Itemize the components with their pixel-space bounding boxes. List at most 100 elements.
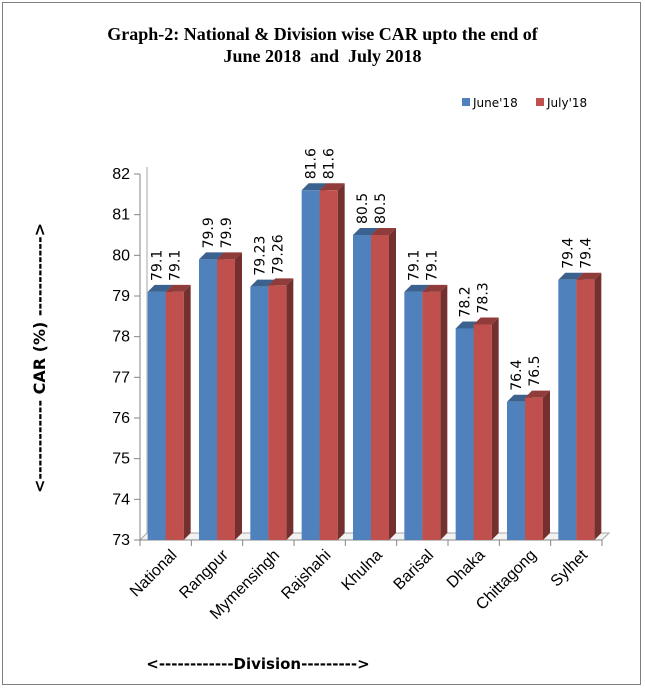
bar-side-face bbox=[286, 278, 294, 540]
bar-side-face bbox=[235, 252, 242, 540]
data-label: 79.9 bbox=[201, 217, 217, 248]
bar-front-face bbox=[319, 190, 338, 540]
bar-side-face bbox=[440, 284, 448, 540]
legend-swatch bbox=[462, 98, 470, 106]
bar-july bbox=[371, 228, 396, 540]
bar-july bbox=[165, 284, 191, 540]
chart-title-line-2: June 2018 and July 2018 bbox=[223, 46, 422, 66]
legend-item: June'18 bbox=[462, 96, 518, 110]
bar-top-face bbox=[371, 228, 396, 235]
x-tick-label: Rajshahi bbox=[278, 547, 334, 603]
bar-top-face bbox=[268, 278, 294, 286]
bar-top-face bbox=[353, 228, 378, 235]
y-tick-label: 80 bbox=[112, 247, 130, 264]
y-tick-label: 82 bbox=[112, 166, 130, 183]
bar-side-face bbox=[594, 272, 602, 540]
legend-item: July'18 bbox=[536, 96, 587, 110]
bar-july bbox=[473, 317, 499, 540]
chart-title-line-1: Graph-2: National & Division wise CAR up… bbox=[107, 24, 538, 44]
data-label: 79.9 bbox=[219, 217, 235, 248]
chart-legend: June'18 July'18 bbox=[462, 96, 587, 110]
bar-top-face bbox=[147, 284, 173, 292]
data-label: 76.4 bbox=[509, 359, 525, 390]
data-label: 79.4 bbox=[578, 237, 594, 268]
bar-front-face bbox=[371, 235, 389, 540]
bar-july bbox=[576, 272, 602, 540]
chart-title: Graph-2: National & Division wise CAR up… bbox=[3, 23, 642, 67]
bar-side-face bbox=[337, 183, 345, 540]
data-label: 79.1 bbox=[168, 250, 184, 281]
x-tick-label: National bbox=[127, 547, 181, 601]
bar-front-face bbox=[576, 279, 595, 540]
bar-front-face bbox=[404, 291, 423, 540]
bar-top-face bbox=[576, 272, 602, 280]
bar-front-face bbox=[165, 291, 184, 540]
bar-top-face bbox=[473, 317, 499, 325]
bar-front-face bbox=[301, 190, 320, 540]
y-tick-label: 74 bbox=[112, 491, 130, 508]
bar-front-face bbox=[199, 259, 217, 540]
bar-front-face bbox=[473, 324, 492, 540]
data-label: 79.23 bbox=[252, 236, 268, 276]
legend-label: July'18 bbox=[546, 96, 587, 110]
data-label: 79.4 bbox=[560, 237, 576, 268]
bar-top-face bbox=[217, 252, 242, 260]
data-label: 78.3 bbox=[476, 282, 492, 313]
bar-front-face bbox=[558, 279, 577, 540]
data-label: 79.1 bbox=[150, 250, 166, 281]
data-label: 80.5 bbox=[355, 193, 371, 224]
bar-front-face bbox=[268, 285, 287, 540]
data-label: 76.5 bbox=[527, 355, 543, 386]
y-tick-label: 79 bbox=[112, 288, 130, 305]
bar-side-face bbox=[183, 284, 191, 540]
y-axis-label: <------------ CAR (%) ------------> bbox=[30, 223, 49, 493]
x-tick-label: Dhaka bbox=[444, 547, 489, 592]
bar-front-face bbox=[147, 291, 166, 540]
data-label: 81.6 bbox=[304, 148, 320, 179]
bar-side-face bbox=[389, 228, 396, 540]
bar-front-face bbox=[250, 286, 269, 540]
bar-front-face bbox=[353, 235, 371, 540]
x-tick-label: Barisal bbox=[391, 547, 438, 594]
bar-top-face bbox=[525, 390, 550, 398]
bar-july bbox=[422, 284, 448, 540]
bar-top-face bbox=[199, 252, 224, 260]
x-tick-label: Sylhet bbox=[548, 546, 592, 590]
bar-july bbox=[525, 390, 550, 540]
bar-side-face bbox=[491, 317, 499, 540]
bar-top-face bbox=[165, 284, 191, 292]
x-axis-label: <------------Division---------> bbox=[146, 655, 369, 673]
bar-top-face bbox=[404, 284, 430, 292]
data-label: 80.5 bbox=[373, 193, 389, 224]
data-label: 79.1 bbox=[406, 250, 422, 281]
data-label: 79.26 bbox=[270, 234, 286, 274]
data-label: 81.6 bbox=[322, 148, 338, 179]
y-tick-label: 73 bbox=[112, 532, 130, 549]
y-tick-label: 77 bbox=[112, 369, 130, 386]
bar-side-face bbox=[543, 390, 550, 540]
bar-front-face bbox=[217, 259, 235, 540]
bar-top-face bbox=[319, 183, 345, 191]
bar-july bbox=[319, 183, 345, 540]
bar-july bbox=[217, 252, 242, 540]
bar-front-face bbox=[455, 328, 474, 540]
bar-front-face bbox=[422, 291, 441, 540]
bar-top-face bbox=[558, 272, 584, 280]
bar-july bbox=[268, 278, 294, 540]
y-tick-label: 78 bbox=[112, 329, 130, 346]
bar-front-face bbox=[525, 397, 543, 540]
bar-front-face bbox=[507, 401, 525, 540]
x-tick-label: Khulna bbox=[339, 547, 386, 594]
bar-top-face bbox=[301, 183, 327, 191]
y-tick-label: 75 bbox=[112, 451, 130, 468]
bar-top-face bbox=[422, 284, 448, 292]
data-label: 78.2 bbox=[458, 286, 474, 317]
legend-swatch bbox=[536, 98, 544, 106]
y-tick-label: 76 bbox=[112, 410, 130, 427]
data-label: 79.1 bbox=[424, 250, 440, 281]
legend-label: June'18 bbox=[472, 96, 518, 110]
y-tick-label: 81 bbox=[112, 207, 130, 224]
